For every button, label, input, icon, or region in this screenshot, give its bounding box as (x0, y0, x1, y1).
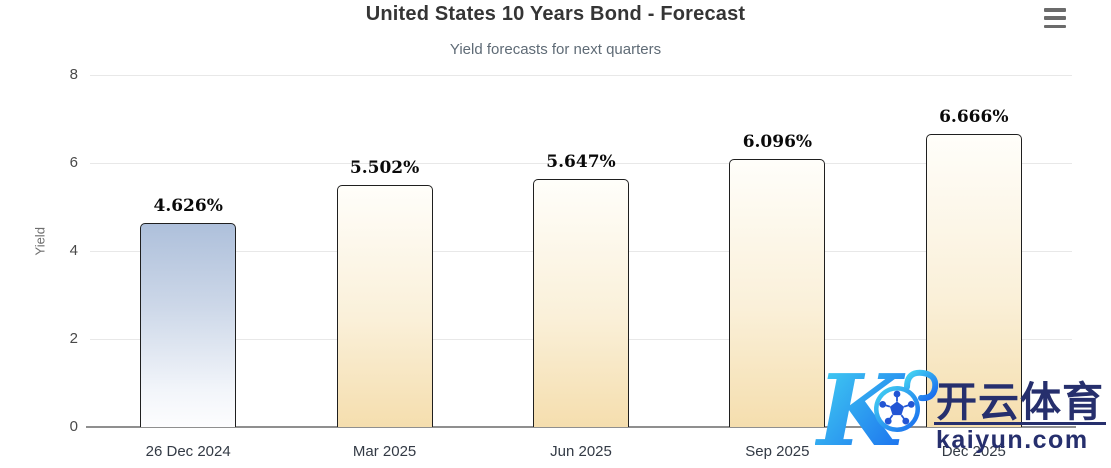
hamburger-menu-icon (1044, 8, 1066, 12)
x-axis-category-label: Sep 2025 (745, 443, 810, 460)
kaiyun-logo-icon: K (815, 355, 939, 467)
chart-menu-button[interactable] (1044, 8, 1068, 28)
y-axis-tick-label: 8 (69, 66, 78, 83)
bar-mar-2025[interactable] (336, 184, 433, 427)
watermark-chinese-text: 开云体育 (936, 378, 1104, 426)
bar-value-label: 6.096% (742, 131, 813, 152)
bar-jun-2025[interactable] (533, 178, 629, 427)
bar-dec-2025[interactable] (925, 133, 1022, 427)
x-axis-category-label: Jun 2025 (550, 443, 612, 460)
bar-value-label: 6.666% (939, 106, 1009, 127)
x-axis-category-label: Mar 2025 (352, 443, 417, 460)
x-axis-category-label: 26 Dec 2024 (145, 443, 231, 460)
bar-value-label: 4.626% (153, 196, 223, 217)
gridline (90, 74, 1072, 76)
soccer-ball-icon (874, 386, 920, 432)
watermark-divider (934, 422, 1106, 425)
page-title: United States 10 Years Bond - Forecast (365, 3, 746, 25)
bar-value-label: 5.647% (546, 151, 616, 172)
x-axis-category-label: Dec 2025 (941, 443, 1006, 460)
y-axis-tick-label: 6 (69, 154, 78, 171)
hamburger-menu-icon (1044, 24, 1066, 28)
chart-subtitle: Yield forecasts for next quarters (449, 41, 662, 58)
y-axis-tick-label: 2 (69, 330, 78, 347)
y-axis-tick-label: 0 (69, 418, 78, 435)
watermark-domain-text: kaiyun.com (936, 426, 1089, 454)
bar-26-dec-2024[interactable] (140, 223, 237, 427)
x-axis-line (86, 426, 1076, 428)
logo-swirl (904, 369, 939, 402)
hamburger-menu-icon (1044, 16, 1066, 20)
gridline (90, 162, 1072, 164)
bar-value-label: 5.502% (349, 157, 420, 178)
bar-sep-2025[interactable] (729, 158, 826, 427)
y-axis-tick-label: 4 (69, 242, 78, 259)
